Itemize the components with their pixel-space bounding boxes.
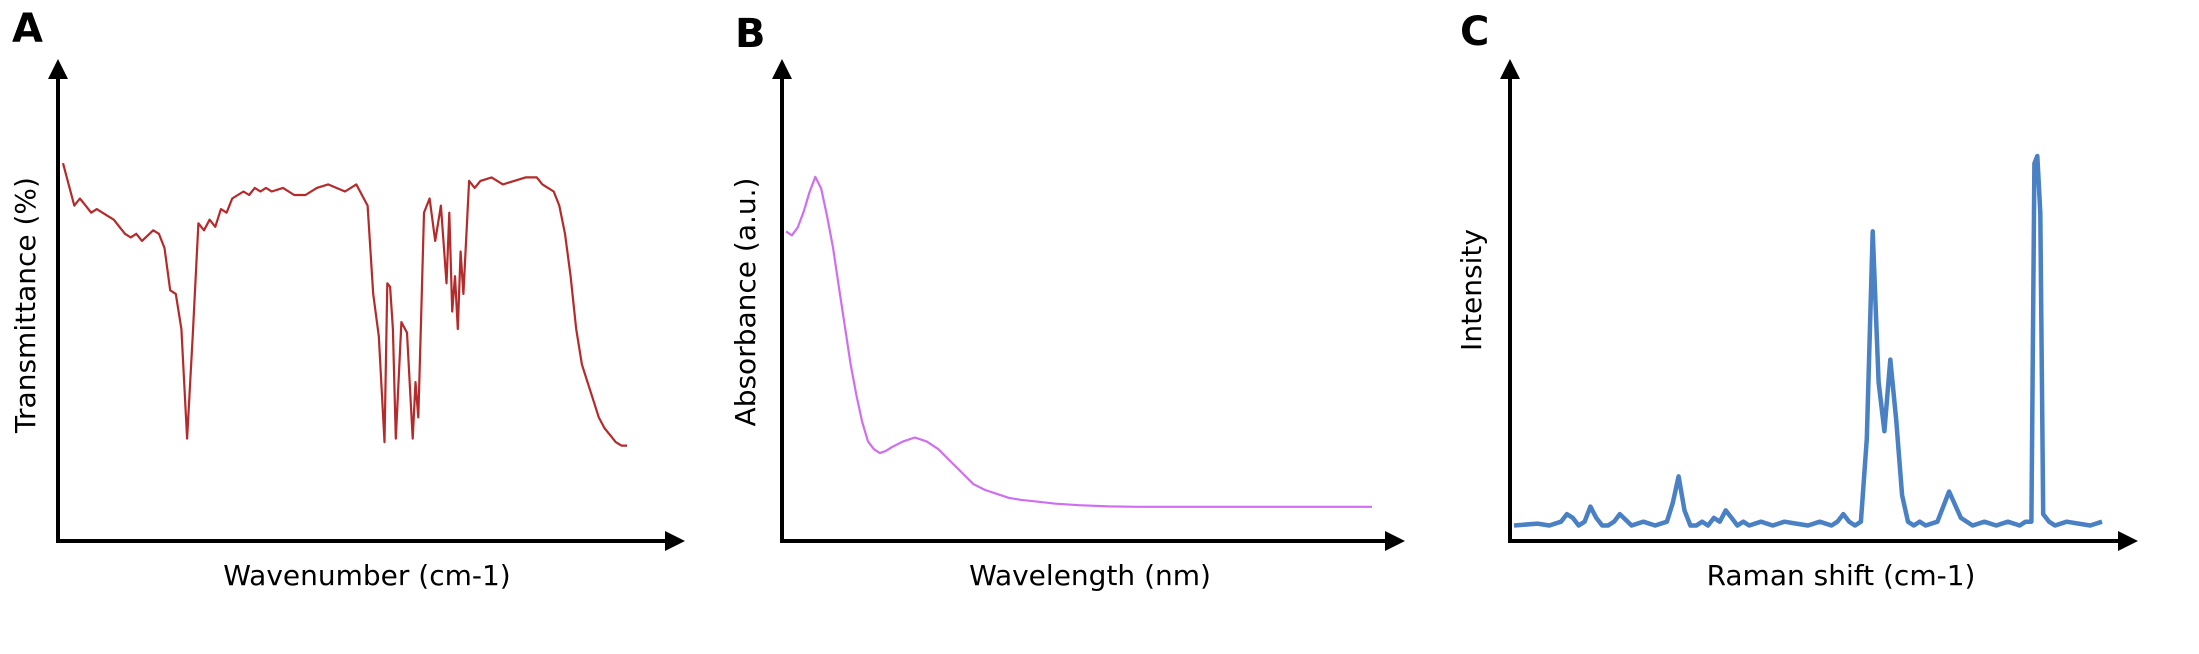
panel-b-absorbance-line bbox=[785, 175, 1372, 508]
panel-letter-b: B bbox=[735, 11, 766, 57]
panel-c-raman-line bbox=[1513, 153, 2103, 528]
panel-a-ir-spectrum-line bbox=[61, 162, 627, 447]
panel-a: A Wavenumber (cm-1) Transmittance (%) bbox=[9, 6, 685, 592]
panel-b-x-axis-label: Wavelength (nm) bbox=[969, 559, 1211, 592]
panel-c-y-axis-label: Intensity bbox=[1455, 229, 1488, 351]
panel-c-x-axis-label: Raman shift (cm-1) bbox=[1707, 559, 1976, 592]
panel-b: B Wavelength (nm) Absorbance (a.u.) bbox=[729, 11, 1405, 592]
panel-letter-a: A bbox=[12, 6, 43, 52]
panel-b-y-axis-label: Absorbance (a.u.) bbox=[729, 178, 762, 427]
panel-c: C Raman shift (cm-1) Intensity bbox=[1455, 9, 2138, 592]
panel-letter-c: C bbox=[1460, 9, 1489, 55]
panel-a-y-axis-label: Transmittance (%) bbox=[9, 177, 42, 434]
panel-a-x-axis-label: Wavenumber (cm-1) bbox=[223, 559, 510, 592]
